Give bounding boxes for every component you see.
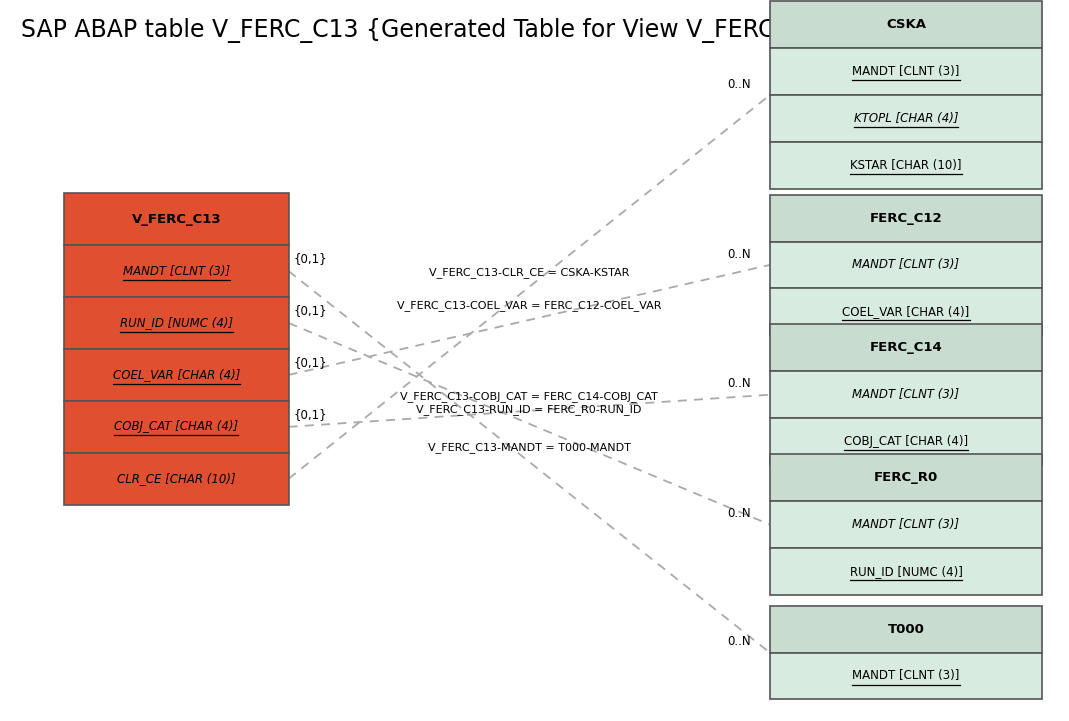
Text: 0..N: 0..N — [727, 507, 750, 521]
Text: MANDT [CLNT (3)]: MANDT [CLNT (3)] — [852, 65, 960, 79]
FancyBboxPatch shape — [770, 95, 1042, 142]
FancyBboxPatch shape — [64, 193, 289, 245]
FancyBboxPatch shape — [770, 195, 1042, 242]
Text: MANDT [CLNT (3)]: MANDT [CLNT (3)] — [852, 388, 960, 402]
Text: MANDT [CLNT (3)]: MANDT [CLNT (3)] — [852, 518, 960, 531]
Text: MANDT [CLNT (3)]: MANDT [CLNT (3)] — [852, 258, 960, 272]
FancyBboxPatch shape — [64, 245, 289, 297]
Text: COEL_VAR [CHAR (4)]: COEL_VAR [CHAR (4)] — [842, 305, 970, 319]
Text: V_FERC_C13-MANDT = T000-MANDT: V_FERC_C13-MANDT = T000-MANDT — [428, 442, 631, 454]
FancyBboxPatch shape — [770, 371, 1042, 418]
FancyBboxPatch shape — [64, 401, 289, 453]
Text: SAP ABAP table V_FERC_C13 {Generated Table for View V_FERC_C13}: SAP ABAP table V_FERC_C13 {Generated Tab… — [21, 18, 848, 43]
Text: KSTAR [CHAR (10)]: KSTAR [CHAR (10)] — [850, 159, 962, 172]
FancyBboxPatch shape — [770, 548, 1042, 595]
FancyBboxPatch shape — [770, 418, 1042, 465]
FancyBboxPatch shape — [64, 453, 289, 505]
Text: {0,1}: {0,1} — [294, 356, 327, 369]
FancyBboxPatch shape — [64, 297, 289, 349]
Text: T000: T000 — [887, 622, 925, 636]
Text: FERC_C12: FERC_C12 — [870, 211, 942, 225]
Text: 0..N: 0..N — [727, 635, 750, 648]
FancyBboxPatch shape — [64, 349, 289, 401]
Text: 0..N: 0..N — [727, 78, 750, 91]
FancyBboxPatch shape — [770, 454, 1042, 501]
Text: {0,1}: {0,1} — [294, 252, 327, 265]
Text: MANDT [CLNT (3)]: MANDT [CLNT (3)] — [852, 669, 960, 683]
FancyBboxPatch shape — [770, 324, 1042, 371]
FancyBboxPatch shape — [770, 1, 1042, 48]
Text: MANDT [CLNT (3)]: MANDT [CLNT (3)] — [123, 265, 230, 278]
Text: FERC_R0: FERC_R0 — [873, 471, 939, 485]
FancyBboxPatch shape — [770, 142, 1042, 189]
Text: COBJ_CAT [CHAR (4)]: COBJ_CAT [CHAR (4)] — [114, 420, 238, 433]
Text: COEL_VAR [CHAR (4)]: COEL_VAR [CHAR (4)] — [112, 368, 241, 381]
Text: CSKA: CSKA — [886, 18, 926, 32]
FancyBboxPatch shape — [770, 242, 1042, 288]
Text: V_FERC_C13-RUN_ID = FERC_R0-RUN_ID: V_FERC_C13-RUN_ID = FERC_R0-RUN_ID — [417, 404, 641, 415]
Text: 0..N: 0..N — [727, 247, 750, 260]
FancyBboxPatch shape — [770, 606, 1042, 653]
Text: CLR_CE [CHAR (10)]: CLR_CE [CHAR (10)] — [118, 472, 235, 485]
Text: V_FERC_C13: V_FERC_C13 — [131, 213, 221, 226]
Text: V_FERC_C13-CLR_CE = CSKA-KSTAR: V_FERC_C13-CLR_CE = CSKA-KSTAR — [429, 267, 630, 278]
FancyBboxPatch shape — [770, 501, 1042, 548]
Text: 0..N: 0..N — [727, 377, 750, 391]
FancyBboxPatch shape — [770, 48, 1042, 95]
Text: {0,1}: {0,1} — [294, 408, 327, 421]
FancyBboxPatch shape — [770, 653, 1042, 699]
Text: V_FERC_C13-COEL_VAR = FERC_C12-COEL_VAR: V_FERC_C13-COEL_VAR = FERC_C12-COEL_VAR — [397, 301, 662, 311]
Text: {0,1}: {0,1} — [294, 304, 327, 317]
Text: FERC_C14: FERC_C14 — [869, 341, 943, 355]
Text: RUN_ID [NUMC (4)]: RUN_ID [NUMC (4)] — [850, 565, 962, 578]
Text: V_FERC_C13-COBJ_CAT = FERC_C14-COBJ_CAT: V_FERC_C13-COBJ_CAT = FERC_C14-COBJ_CAT — [400, 392, 659, 402]
Text: RUN_ID [NUMC (4)]: RUN_ID [NUMC (4)] — [120, 317, 233, 329]
FancyBboxPatch shape — [770, 288, 1042, 335]
Text: COBJ_CAT [CHAR (4)]: COBJ_CAT [CHAR (4)] — [843, 435, 969, 448]
Text: KTOPL [CHAR (4)]: KTOPL [CHAR (4)] — [854, 112, 958, 125]
